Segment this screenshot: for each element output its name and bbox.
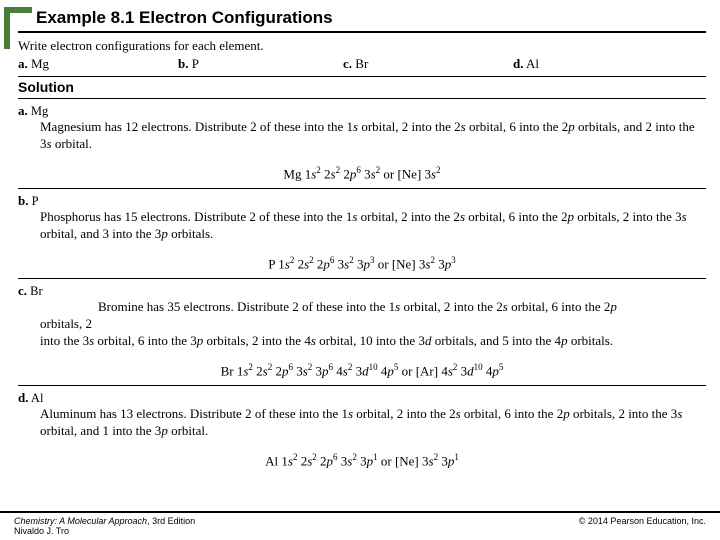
solution-header: Solution: [18, 77, 706, 99]
sol-a-label: a.: [18, 103, 28, 118]
part-b-el: P: [192, 56, 199, 71]
part-a-el: Mg: [31, 56, 49, 71]
footer: Chemistry: A Molecular Approach, 3rd Edi…: [0, 511, 720, 540]
sol-a-config: Mg 1s2 2s2 2p6 3s2 or [Ne] 3s2: [18, 165, 706, 182]
sol-b-label: b.: [18, 193, 28, 208]
prompt-text: Write electron configurations for each e…: [18, 38, 706, 54]
part-d-letter: d.: [513, 56, 523, 71]
solution-c: c. Br Bromine has 35 electrons. Distribu…: [18, 279, 706, 386]
sol-d-label: d.: [18, 390, 28, 405]
sol-c-label: c.: [18, 283, 27, 298]
sol-c-config: Br 1s2 2s2 2p6 3s2 3p6 4s2 3d10 4p5 or […: [18, 362, 706, 379]
solution-a: a. Mg Magnesium has 12 electrons. Distri…: [18, 99, 706, 189]
sol-c-desc-cont: orbitals, 2: [18, 316, 92, 331]
sol-b-desc: Phosphorus has 15 electrons. Distribute …: [18, 209, 706, 243]
sol-b-config: P 1s2 2s2 2p6 3s2 3p3 or [Ne] 3s2 3p3: [18, 255, 706, 272]
sol-d-el: Al: [31, 391, 44, 405]
sol-a-el: Mg: [31, 104, 48, 118]
footer-left: Chemistry: A Molecular Approach, 3rd Edi…: [14, 516, 195, 536]
part-c-el: Br: [355, 56, 368, 71]
solution-b: b. P Phosphorus has 15 electrons. Distri…: [18, 189, 706, 279]
sol-d-desc: Aluminum has 13 electrons. Distribute 2 …: [18, 406, 706, 440]
solution-d: d. Al Aluminum has 13 electrons. Distrib…: [18, 386, 706, 469]
part-d-el: Al: [526, 56, 539, 71]
footer-copyright: © 2014 Pearson Education, Inc.: [579, 516, 706, 536]
sol-a-desc: Magnesium has 12 electrons. Distribute 2…: [18, 119, 706, 153]
sol-c-desc-line2: into the 3s orbital, 6 into the 3p orbit…: [18, 333, 613, 348]
sol-b-el: P: [32, 194, 39, 208]
sol-c-el: Br: [30, 284, 43, 298]
part-a-letter: a.: [18, 56, 28, 71]
part-c-letter: c.: [343, 56, 352, 71]
parts-row: a. Mg b. P c. Br d. Al: [18, 56, 706, 77]
example-title: Example 8.1 Electron Configurations: [18, 8, 706, 33]
sol-d-config: Al 1s2 2s2 2p6 3s2 3p1 or [Ne] 3s2 3p1: [18, 452, 706, 469]
part-b-letter: b.: [178, 56, 188, 71]
sol-c-desc-lead: Bromine has 35 electrons. Distribute 2 o…: [18, 299, 617, 314]
